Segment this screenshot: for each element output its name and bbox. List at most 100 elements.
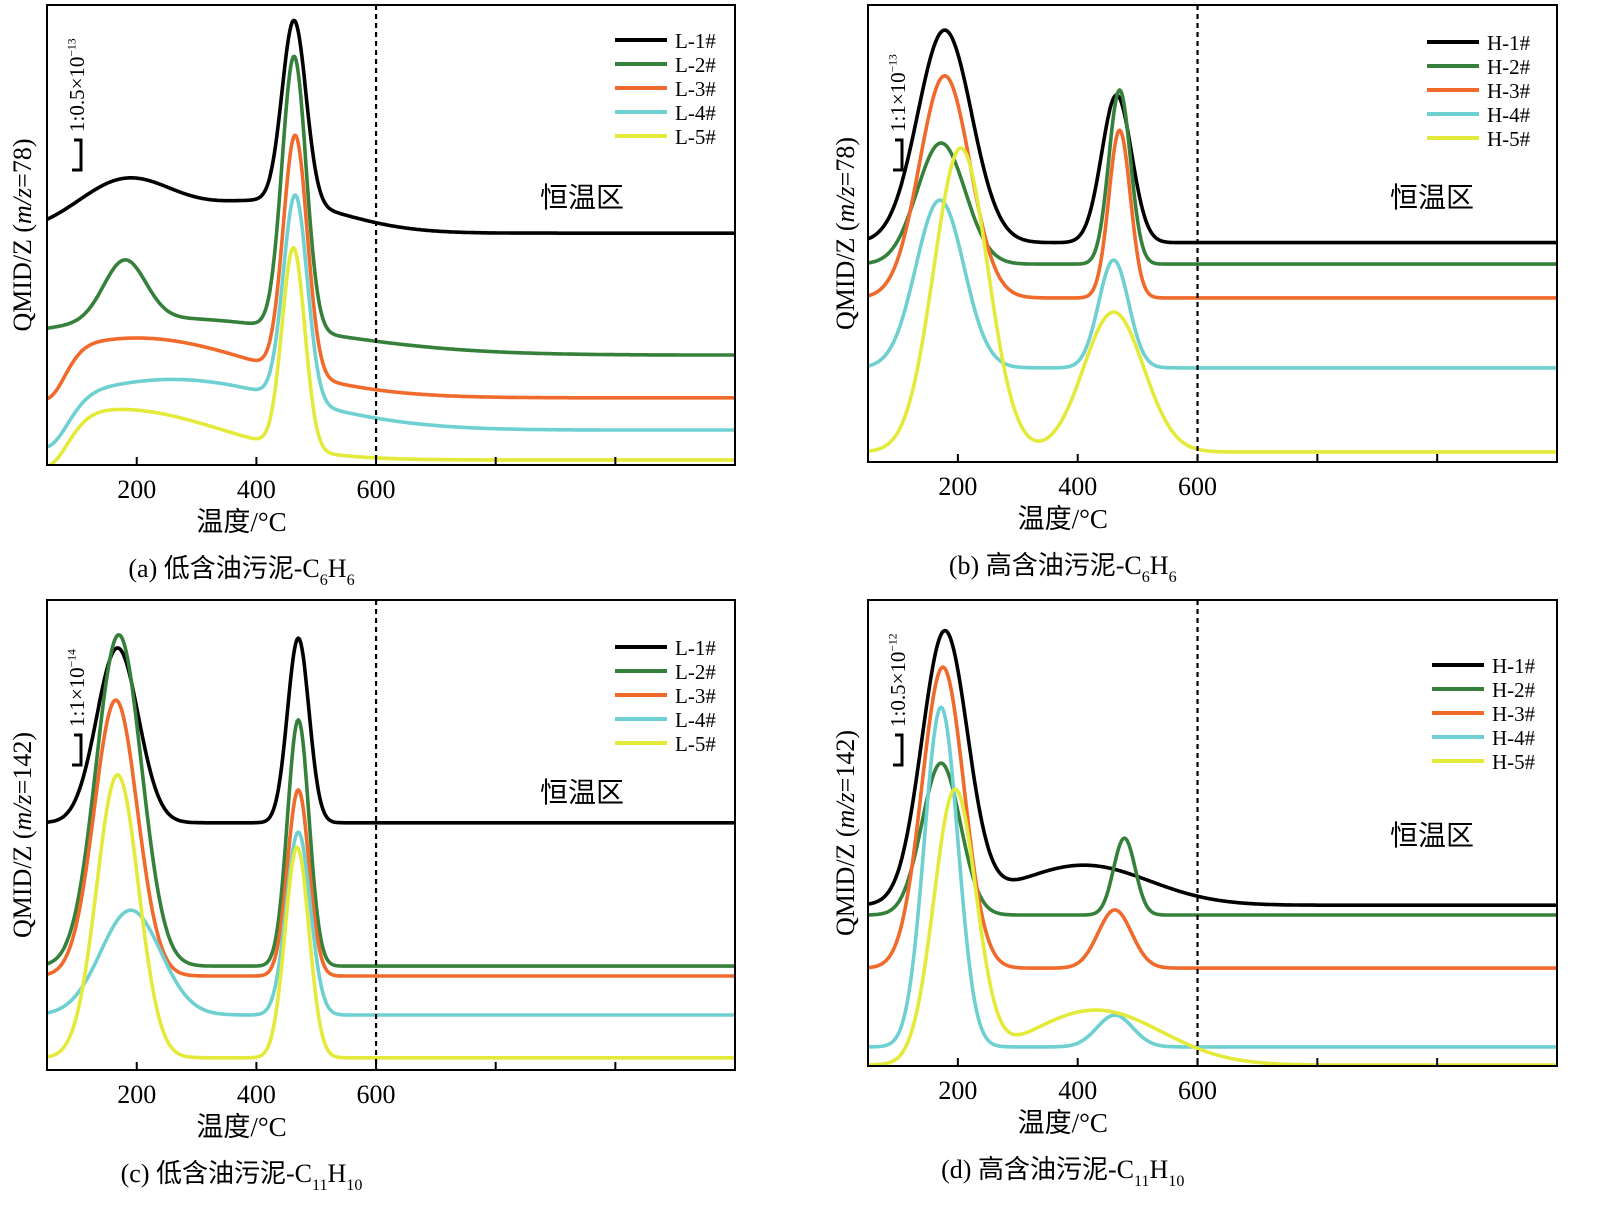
scale-label: 1:1×10−13 bbox=[886, 54, 910, 132]
legend-label: H-3# bbox=[1492, 702, 1536, 726]
subscript: 11 bbox=[1134, 1173, 1150, 1190]
scale-label: 1:0.5×10−12 bbox=[886, 633, 910, 727]
x-tick-label: 600 bbox=[357, 1080, 396, 1109]
series-line-H-4# bbox=[868, 198, 1557, 370]
series-line-H-1# bbox=[868, 628, 1557, 907]
subscript: 6 bbox=[320, 572, 328, 589]
panel-b: 200 400 600 温度/°C QMID/Z (m/z=78) (b) 高含油污泥-C… bbox=[831, 4, 1558, 586]
legend-label: L-2# bbox=[675, 660, 716, 684]
series-line-L-5# bbox=[47, 246, 735, 465]
x-tick-label: 400 bbox=[1058, 472, 1097, 501]
text-part: QMID/Z ( bbox=[831, 828, 860, 936]
text-part: H bbox=[328, 1159, 347, 1188]
text-part: H bbox=[1149, 1155, 1168, 1184]
series-line-L-5# bbox=[47, 773, 735, 1060]
legend: L-1#L-2#L-3#L-4#L-5# bbox=[615, 636, 716, 756]
legend-label: L-1# bbox=[675, 29, 716, 53]
series-line-H-3# bbox=[868, 665, 1557, 970]
panel-caption: (a) 低含油污泥-C6H6 bbox=[128, 554, 354, 589]
panel-caption: (b) 高含油污泥-C6H6 bbox=[949, 551, 1177, 586]
text-part: (d) 高含油污泥-C bbox=[941, 1155, 1134, 1184]
text-part: H bbox=[1150, 551, 1169, 580]
x-tick-label: 600 bbox=[1178, 1076, 1217, 1105]
legend-label: H-4# bbox=[1487, 103, 1531, 127]
x-tick-label: 200 bbox=[117, 1080, 156, 1109]
series-line-L-4# bbox=[47, 830, 735, 1017]
series-line-H-1# bbox=[868, 28, 1557, 245]
x-tick-label: 200 bbox=[938, 472, 977, 501]
isothermal-zone-label: 恒温区 bbox=[540, 777, 624, 809]
x-axis-label: 温度/°C bbox=[196, 1112, 286, 1142]
legend-label: H-3# bbox=[1487, 79, 1531, 103]
axes-frame bbox=[46, 599, 736, 1071]
text-part: m/z bbox=[831, 186, 860, 222]
legend-label: L-2# bbox=[675, 53, 716, 77]
series-line-L-1# bbox=[47, 636, 735, 825]
y-axis-label: QMID/Z (m/z=78) bbox=[831, 137, 860, 330]
legend: H-1#H-2#H-3#H-4#H-5# bbox=[1427, 31, 1531, 151]
legend-label: L-5# bbox=[675, 125, 716, 149]
text-part: m/z bbox=[8, 794, 37, 830]
x-tick-label: 200 bbox=[117, 475, 156, 504]
subscript: 11 bbox=[312, 1177, 328, 1194]
x-tick-label: 400 bbox=[237, 475, 276, 504]
series-line-L-2# bbox=[47, 633, 735, 968]
series-line-H-4# bbox=[868, 705, 1557, 1049]
legend-label: H-1# bbox=[1492, 654, 1536, 678]
scale-bar-icon bbox=[72, 733, 83, 767]
legend-label: L-3# bbox=[675, 684, 716, 708]
text-part: m/z bbox=[8, 188, 37, 224]
text-part: QMID/Z ( bbox=[831, 222, 860, 330]
y-axis-label: QMID/Z (m/z=78) bbox=[8, 138, 37, 331]
legend-label: H-2# bbox=[1492, 678, 1536, 702]
panel-caption: (c) 低含油污泥-C11H10 bbox=[121, 1159, 363, 1194]
subscript: 6 bbox=[1169, 569, 1177, 586]
series-line-L-3# bbox=[47, 133, 735, 401]
scale-bar-icon bbox=[893, 138, 904, 172]
superscript: −13 bbox=[67, 38, 79, 56]
text-part: (a) 低含油污泥-C bbox=[128, 554, 319, 583]
panel-a: 200 400 600 温度/°C QMID/Z (m/z=78) (a) 低含油污泥-C… bbox=[8, 4, 736, 589]
legend-label: H-2# bbox=[1487, 55, 1531, 79]
legend-label: H-5# bbox=[1492, 750, 1536, 774]
series-line-L-2# bbox=[47, 54, 735, 357]
scale-bar-icon bbox=[72, 138, 83, 172]
superscript: −13 bbox=[888, 54, 900, 72]
legend-label: L-4# bbox=[675, 101, 716, 125]
panel-c: 200 400 600 温度/°C QMID/Z (m/z=142) (c) 低含油污泥-… bbox=[8, 599, 736, 1194]
x-tick-label: 400 bbox=[1058, 1076, 1097, 1105]
subscript: 10 bbox=[346, 1177, 362, 1194]
superscript: −14 bbox=[67, 649, 79, 667]
legend-label: L-3# bbox=[675, 77, 716, 101]
x-tick-label: 600 bbox=[1178, 472, 1217, 501]
series-line-L-3# bbox=[47, 698, 735, 978]
text-part: QMID/Z ( bbox=[8, 830, 37, 938]
text-part: 1:1×10 bbox=[886, 72, 910, 132]
scale-label: 1:1×10−14 bbox=[65, 649, 89, 727]
legend: L-1#L-2#L-3#L-4#L-5# bbox=[615, 29, 716, 149]
series-line-L-1# bbox=[47, 18, 735, 235]
x-axis-label: 温度/°C bbox=[1018, 504, 1108, 534]
scale-bar-icon bbox=[893, 733, 904, 767]
text-part: =142) bbox=[8, 732, 37, 794]
text-part: =78) bbox=[8, 138, 37, 187]
axes-frame bbox=[867, 4, 1558, 463]
text-part: QMID/Z ( bbox=[8, 224, 37, 332]
legend: H-1#H-2#H-3#H-4#H-5# bbox=[1432, 654, 1536, 774]
panel-caption: (d) 高含油污泥-C11H10 bbox=[941, 1155, 1184, 1190]
subscript: 6 bbox=[1142, 569, 1150, 586]
x-tick-label: 400 bbox=[237, 1080, 276, 1109]
series-line-H-5# bbox=[868, 146, 1557, 454]
legend-label: H-5# bbox=[1487, 127, 1531, 151]
legend-label: H-1# bbox=[1487, 31, 1531, 55]
y-axis-label: QMID/Z (m/z=142) bbox=[831, 730, 860, 936]
legend-label: H-4# bbox=[1492, 726, 1536, 750]
series-line-L-4# bbox=[47, 193, 735, 449]
x-axis-label: 温度/°C bbox=[1018, 1108, 1108, 1138]
x-tick-label: 200 bbox=[938, 1076, 977, 1105]
axes-frame bbox=[46, 4, 736, 466]
isothermal-zone-label: 恒温区 bbox=[1390, 820, 1474, 852]
legend-label: L-4# bbox=[675, 708, 716, 732]
legend-label: L-1# bbox=[675, 636, 716, 660]
